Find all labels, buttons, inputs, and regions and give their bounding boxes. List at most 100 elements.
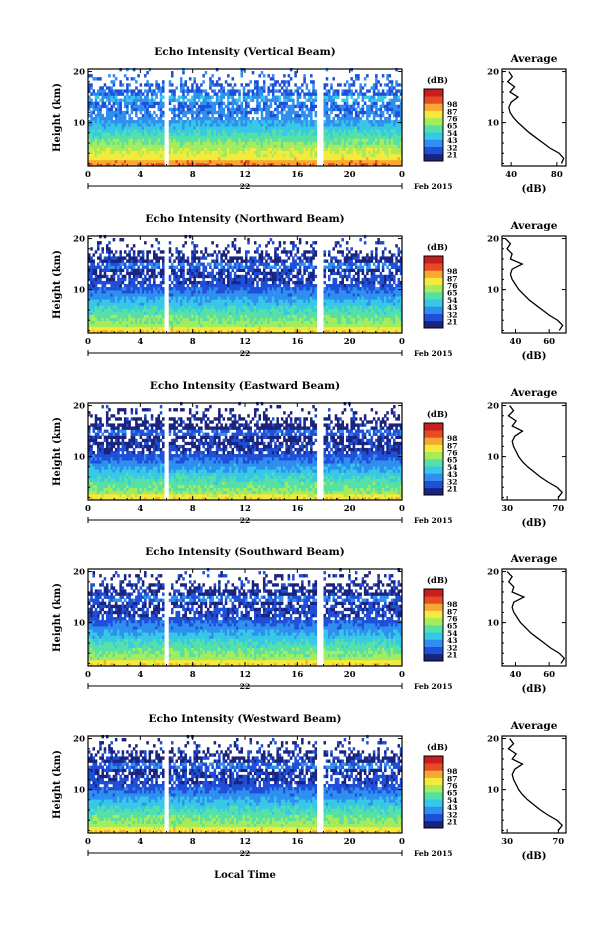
profile-y-tick-label: 10 (487, 619, 499, 629)
profile-title: Average (510, 220, 558, 232)
x-tick-label: 16 (291, 337, 303, 347)
y-axis-label: Height (km) (52, 417, 63, 486)
colorbar-label: 65 (447, 789, 457, 798)
colorbar-segment (424, 299, 443, 307)
x-tick-label: 4 (137, 670, 143, 680)
colorbar-unit: (dB) (427, 409, 448, 420)
colorbar-label: 76 (447, 615, 457, 624)
colorbar-label: 76 (447, 282, 457, 291)
profile-line (504, 238, 564, 331)
x-tick-label: 16 (291, 670, 303, 680)
colorbar-segment (424, 617, 443, 626)
x-tick-label: 20 (344, 337, 356, 347)
x-tick-label: 16 (291, 170, 303, 180)
profile-frame (501, 68, 567, 167)
x-tick-label: 0 (399, 337, 405, 347)
y-tick-label: 20 (73, 402, 85, 412)
y-axis-label: Height (km) (52, 83, 63, 152)
x-tick-label: 0 (85, 170, 91, 180)
profile-x-axis-label: (dB) (522, 184, 547, 195)
colorbar-segment (424, 813, 443, 822)
profile-y-tick-label: 20 (487, 568, 499, 578)
colorbar-label: 21 (447, 818, 457, 827)
profile-y-tick-label: 10 (487, 119, 499, 129)
x-tick-label: 0 (85, 837, 91, 847)
panel-title: Echo Intensity (Westward Beam) (148, 713, 341, 725)
colorbar-segment (424, 799, 443, 807)
profile-line (507, 405, 564, 498)
profile-x-axis-label: (dB) (522, 351, 547, 362)
colorbar-label: 54 (447, 463, 457, 472)
colorbar-segment (424, 292, 443, 300)
profile-title: Average (510, 387, 558, 399)
average-profile: Average 40 60 10 20 (dB) (487, 220, 567, 362)
colorbar-segment (424, 466, 443, 474)
colorbar-label: 43 (447, 136, 457, 145)
y-tick-label: 10 (73, 786, 85, 796)
panel-title: Echo Intensity (Eastward Beam) (150, 380, 340, 392)
colorbar-frame (423, 588, 444, 662)
x-tick-label: 0 (85, 504, 91, 514)
y-tick-label: 20 (73, 568, 85, 578)
x-tick-label: 8 (190, 170, 196, 180)
colorbar-segment (424, 770, 443, 778)
profile-y-tick-label: 20 (487, 402, 499, 412)
colorbar-segment (424, 646, 443, 655)
colorbar-segment (424, 625, 443, 633)
date-day: 22 (240, 849, 250, 858)
profile-frame (501, 735, 567, 834)
colorbar-unit: (dB) (427, 75, 448, 86)
colorbar-segment (424, 284, 443, 293)
colorbar-segment (424, 589, 443, 597)
colorbar-segment (424, 146, 443, 155)
date-month-year: Feb 2015 (414, 182, 452, 191)
colorbar-segment (424, 430, 443, 438)
colorbar-frame (423, 755, 444, 829)
heatmap-cells (88, 67, 403, 167)
profile-y-tick-label: 10 (487, 286, 499, 296)
colorbar-label: 54 (447, 629, 457, 638)
colorbar-frame (423, 422, 444, 496)
y-tick-label: 10 (73, 619, 85, 629)
profile-frame (501, 568, 567, 667)
colorbar-label: 32 (447, 310, 457, 319)
colorbar-frame (423, 88, 444, 162)
heatmap-cells (88, 734, 403, 834)
colorbar-segment (424, 96, 443, 104)
profile-x-axis-label: (dB) (522, 684, 547, 695)
colorbar-segment (424, 451, 443, 460)
profile-x-tick-label: 60 (543, 337, 555, 347)
colorbar-label: 43 (447, 303, 457, 312)
x-tick-label: 4 (137, 837, 143, 847)
x-tick-label: 8 (190, 504, 196, 514)
colorbar-segment (424, 132, 443, 140)
x-tick-label: 12 (239, 337, 251, 347)
beam-panel-2: Echo Intensity (Eastward Beam) 0 4 8 12 16 20 0… (52, 380, 567, 529)
y-tick-label: 10 (73, 453, 85, 463)
x-tick-label: 20 (344, 837, 356, 847)
colorbar-label: 21 (447, 485, 457, 494)
colorbar-label: 54 (447, 796, 457, 805)
date-month-year: Feb 2015 (414, 849, 452, 858)
x-tick-label: 4 (137, 337, 143, 347)
colorbar-label: 98 (447, 100, 457, 109)
colorbar-label: 32 (447, 810, 457, 819)
colorbar-segment (424, 263, 443, 271)
colorbar-segment (424, 153, 443, 162)
heatmap-cells (88, 401, 403, 501)
x-tick-label: 8 (190, 837, 196, 847)
colorbar-label: 21 (447, 651, 457, 660)
colorbar-frame (423, 255, 444, 329)
colorbar-label: 32 (447, 143, 457, 152)
profile-title: Average (510, 53, 558, 65)
colorbar-segment (424, 480, 443, 489)
date-month-year: Feb 2015 (414, 349, 452, 358)
profile-x-tick-label: 60 (543, 670, 555, 680)
date-month-year: Feb 2015 (414, 516, 452, 525)
profile-line (506, 71, 565, 164)
profile-title: Average (510, 553, 558, 565)
x-tick-label: 0 (85, 670, 91, 680)
average-profile: Average 40 80 10 20 (dB) (487, 53, 567, 195)
colorbar-label: 98 (447, 767, 457, 776)
